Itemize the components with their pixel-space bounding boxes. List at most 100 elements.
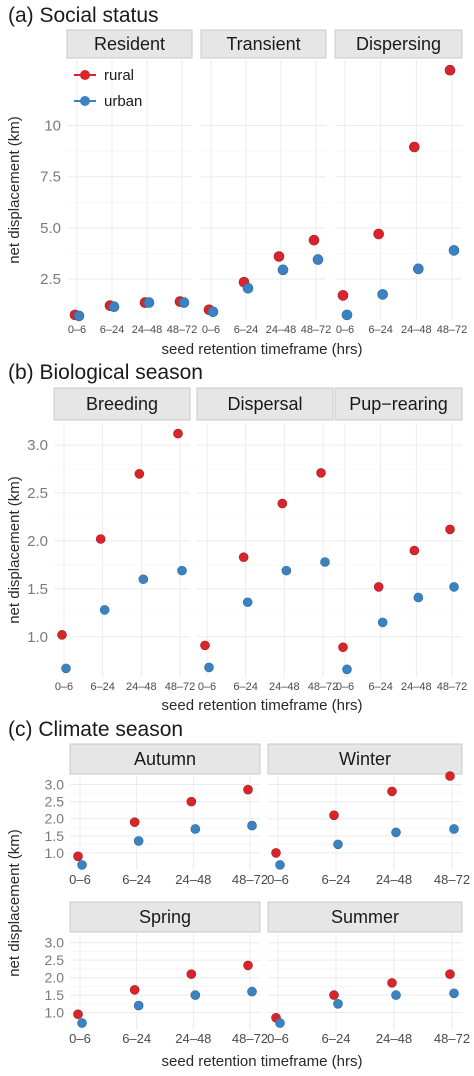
x-tick-label: 0–6 [267, 1031, 289, 1046]
facet-breeding: Breeding 1.0 1.5 2.0 2.5 3.0 0–6 6–24 24–48 48–72 [27, 387, 195, 693]
facet-title: Breeding [86, 394, 158, 414]
facet-title: Transient [226, 34, 300, 54]
point-rural [445, 969, 455, 979]
point-urban [413, 592, 424, 603]
x-axis-title: seed retention timeframe (hrs) [162, 341, 363, 358]
point-urban [178, 297, 190, 308]
x-tick-label: 48–72 [167, 324, 198, 336]
panel-3: (c) Climate seasonAutumn1.01.52.02.53.00… [6, 718, 470, 1070]
x-tick-label: 24–48 [132, 324, 163, 336]
facet-strip [200, 29, 327, 59]
x-tick-label: 24–48 [401, 681, 432, 693]
point-urban [133, 836, 144, 846]
point-urban [312, 254, 324, 265]
point-rural [373, 228, 384, 240]
point-rural [445, 771, 455, 781]
facet-title: Autumn [134, 749, 196, 769]
panel-2: (b) Biological season Breeding 1.0 1.5 2.0 2.… [6, 361, 467, 714]
x-tick-label: 6–24 [233, 681, 257, 693]
point-urban [138, 574, 149, 585]
x-tick-label: 0–6 [267, 872, 289, 887]
point-urban [242, 282, 254, 294]
point-urban [77, 860, 87, 870]
facet-strip [69, 743, 261, 775]
x-axis-title: seed retention timeframe (hrs) [162, 1053, 363, 1070]
facet-strip [267, 901, 463, 933]
y-tick-label: 1.0 [27, 629, 48, 646]
point-urban [449, 988, 459, 999]
point-urban [177, 565, 187, 576]
point-urban [281, 565, 292, 576]
point-rural [73, 851, 83, 862]
x-tick-label: 24–48 [266, 324, 297, 336]
x-tick-label: 6–24 [368, 681, 392, 693]
x-tick-label: 0–6 [336, 324, 354, 336]
point-rural [373, 582, 384, 592]
y-tick-label: 2.5 [40, 271, 61, 288]
x-tick-label: 6–24 [234, 324, 258, 336]
point-rural [444, 64, 456, 76]
y-tick-label: 2.5 [45, 952, 65, 968]
panel-label: (b) Biological season [8, 361, 203, 384]
x-tick-label: 0–6 [68, 324, 86, 336]
legend-label: rural [104, 67, 134, 84]
facet-resident: Resident 2.5 5.0 7.5 10 0–6 6–24 24–48 48–72 [40, 29, 198, 336]
y-axis-title: net displacement (km) [6, 829, 23, 977]
x-tick-label: 6–24 [122, 1031, 151, 1046]
point-urban [449, 582, 459, 592]
point-urban [277, 264, 289, 276]
point-rural [95, 534, 106, 544]
facet-title: Dispersing [356, 34, 441, 54]
panel-label: (a) Social status [8, 4, 159, 27]
y-tick-label: 1.0 [45, 845, 65, 861]
point-urban [77, 1018, 87, 1028]
x-tick-label: 6–24 [322, 872, 351, 887]
point-urban [333, 839, 343, 850]
point-urban [242, 597, 253, 608]
point-urban [190, 824, 201, 834]
facet-winter: Winter 0–6 6–24 24–48 48–72 [267, 743, 470, 887]
point-urban [377, 617, 388, 628]
x-tick-label: 24–48 [269, 681, 300, 693]
facet-pup-rearing: Pup−rearing 0–6 6–24 24–48 48–72 [334, 387, 467, 693]
point-urban [73, 310, 85, 322]
facet-strip [267, 743, 463, 775]
point-urban [61, 663, 71, 674]
facet-strip [334, 387, 463, 421]
y-tick-label: 2.0 [45, 811, 65, 827]
point-rural [308, 234, 320, 246]
point-urban [449, 824, 459, 834]
y-tick-label: 2.5 [27, 485, 48, 502]
legend-key-point [80, 70, 90, 80]
point-rural [134, 469, 145, 479]
y-tick-label: 3.0 [27, 437, 48, 454]
facet-title: Summer [331, 907, 399, 927]
legend-label: urban [104, 93, 142, 110]
point-urban [275, 860, 285, 870]
y-tick-label: 1.5 [45, 987, 65, 1003]
y-tick-label: 2.0 [27, 533, 48, 550]
legend: rural urban [74, 67, 142, 110]
point-urban [99, 605, 110, 615]
x-tick-label: 6–24 [122, 872, 151, 887]
facet-title: Spring [139, 907, 191, 927]
point-urban [108, 301, 120, 312]
y-tick-label: 5.0 [40, 220, 61, 237]
point-rural [186, 969, 197, 979]
point-rural [277, 498, 288, 509]
y-tick-label: 7.5 [40, 169, 61, 186]
x-tick-label: 0–6 [202, 324, 220, 336]
x-tick-label: 6–24 [322, 1031, 351, 1046]
x-tick-label: 48–72 [232, 1031, 268, 1046]
facet-strip [53, 387, 191, 421]
x-axis-title: seed retention timeframe (hrs) [162, 697, 363, 714]
facet-strip [69, 901, 261, 933]
point-urban [275, 1018, 285, 1028]
point-urban [204, 662, 214, 673]
x-tick-label: 0–6 [69, 1031, 91, 1046]
point-rural [337, 290, 349, 301]
point-rural [273, 251, 285, 262]
facet-spring: Spring 1.0 1.52.0 2.53.0 0–6 6–24 24–48 48–72 [45, 901, 268, 1046]
point-rural [200, 640, 210, 651]
point-urban [133, 1000, 144, 1011]
